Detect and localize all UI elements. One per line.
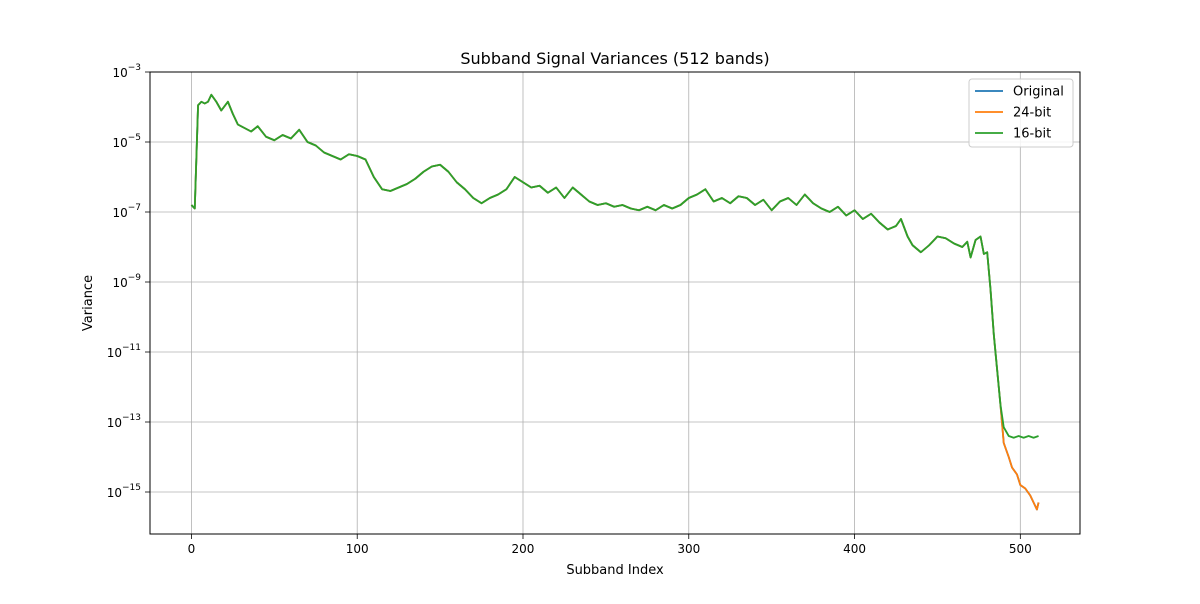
y-tick-base: 10 <box>112 276 127 290</box>
legend-label: 24-bit <box>1013 106 1051 121</box>
y-tick-base: 10 <box>112 136 127 150</box>
x-tick-label: 200 <box>512 542 535 556</box>
legend-label: 16-bit <box>1013 127 1051 142</box>
y-tick-exponent: −5 <box>128 133 141 143</box>
x-tick-label: 0 <box>188 542 196 556</box>
y-tick-base: 10 <box>112 206 127 220</box>
y-tick-exponent: −13 <box>122 413 141 423</box>
y-axis-label: Variance <box>81 275 96 331</box>
x-tick-label: 300 <box>677 542 700 556</box>
x-tick-label: 100 <box>346 542 369 556</box>
x-tick-label: 500 <box>1009 542 1032 556</box>
series-line-2 <box>190 93 1040 511</box>
legend: Original 24-bit 16-bit <box>968 78 1074 148</box>
series-line-3 <box>190 93 1039 439</box>
y-tick-base: 10 <box>107 416 122 430</box>
x-axis: 0 100 200 300 400 500 <box>188 534 1032 556</box>
y-tick-exponent: −3 <box>128 63 141 73</box>
x-axis-label: Subband Index <box>566 563 664 578</box>
x-tick-label: 400 <box>843 542 866 556</box>
y-tick-exponent: −9 <box>128 273 142 283</box>
y-tick-base: 10 <box>112 66 127 80</box>
y-tick-label: 10−7 <box>112 203 141 220</box>
y-tick-exponent: −11 <box>122 343 141 353</box>
y-tick-label: 10−11 <box>107 343 141 360</box>
y-tick-label: 10−5 <box>112 133 141 150</box>
legend-label: Original <box>1013 85 1064 100</box>
y-tick-label: 10−13 <box>107 413 141 430</box>
y-tick-label: 10−15 <box>107 483 141 500</box>
legend-entries: Original 24-bit 16-bit <box>975 85 1064 142</box>
y-tick-exponent: −15 <box>122 483 141 493</box>
y-tick-base: 10 <box>107 486 122 500</box>
chart-title: Subband Signal Variances (512 bands) <box>460 49 769 68</box>
y-tick-label: 10−3 <box>112 63 141 80</box>
series-layer <box>190 93 1040 511</box>
y-tick-label: 10−9 <box>112 273 141 290</box>
plot-frame <box>149 71 1081 535</box>
grid-layer <box>150 71 1080 534</box>
y-tick-exponent: −7 <box>128 203 141 213</box>
series-line-1 <box>190 93 1040 511</box>
legend-box <box>968 78 1074 148</box>
y-tick-base: 10 <box>107 346 122 360</box>
